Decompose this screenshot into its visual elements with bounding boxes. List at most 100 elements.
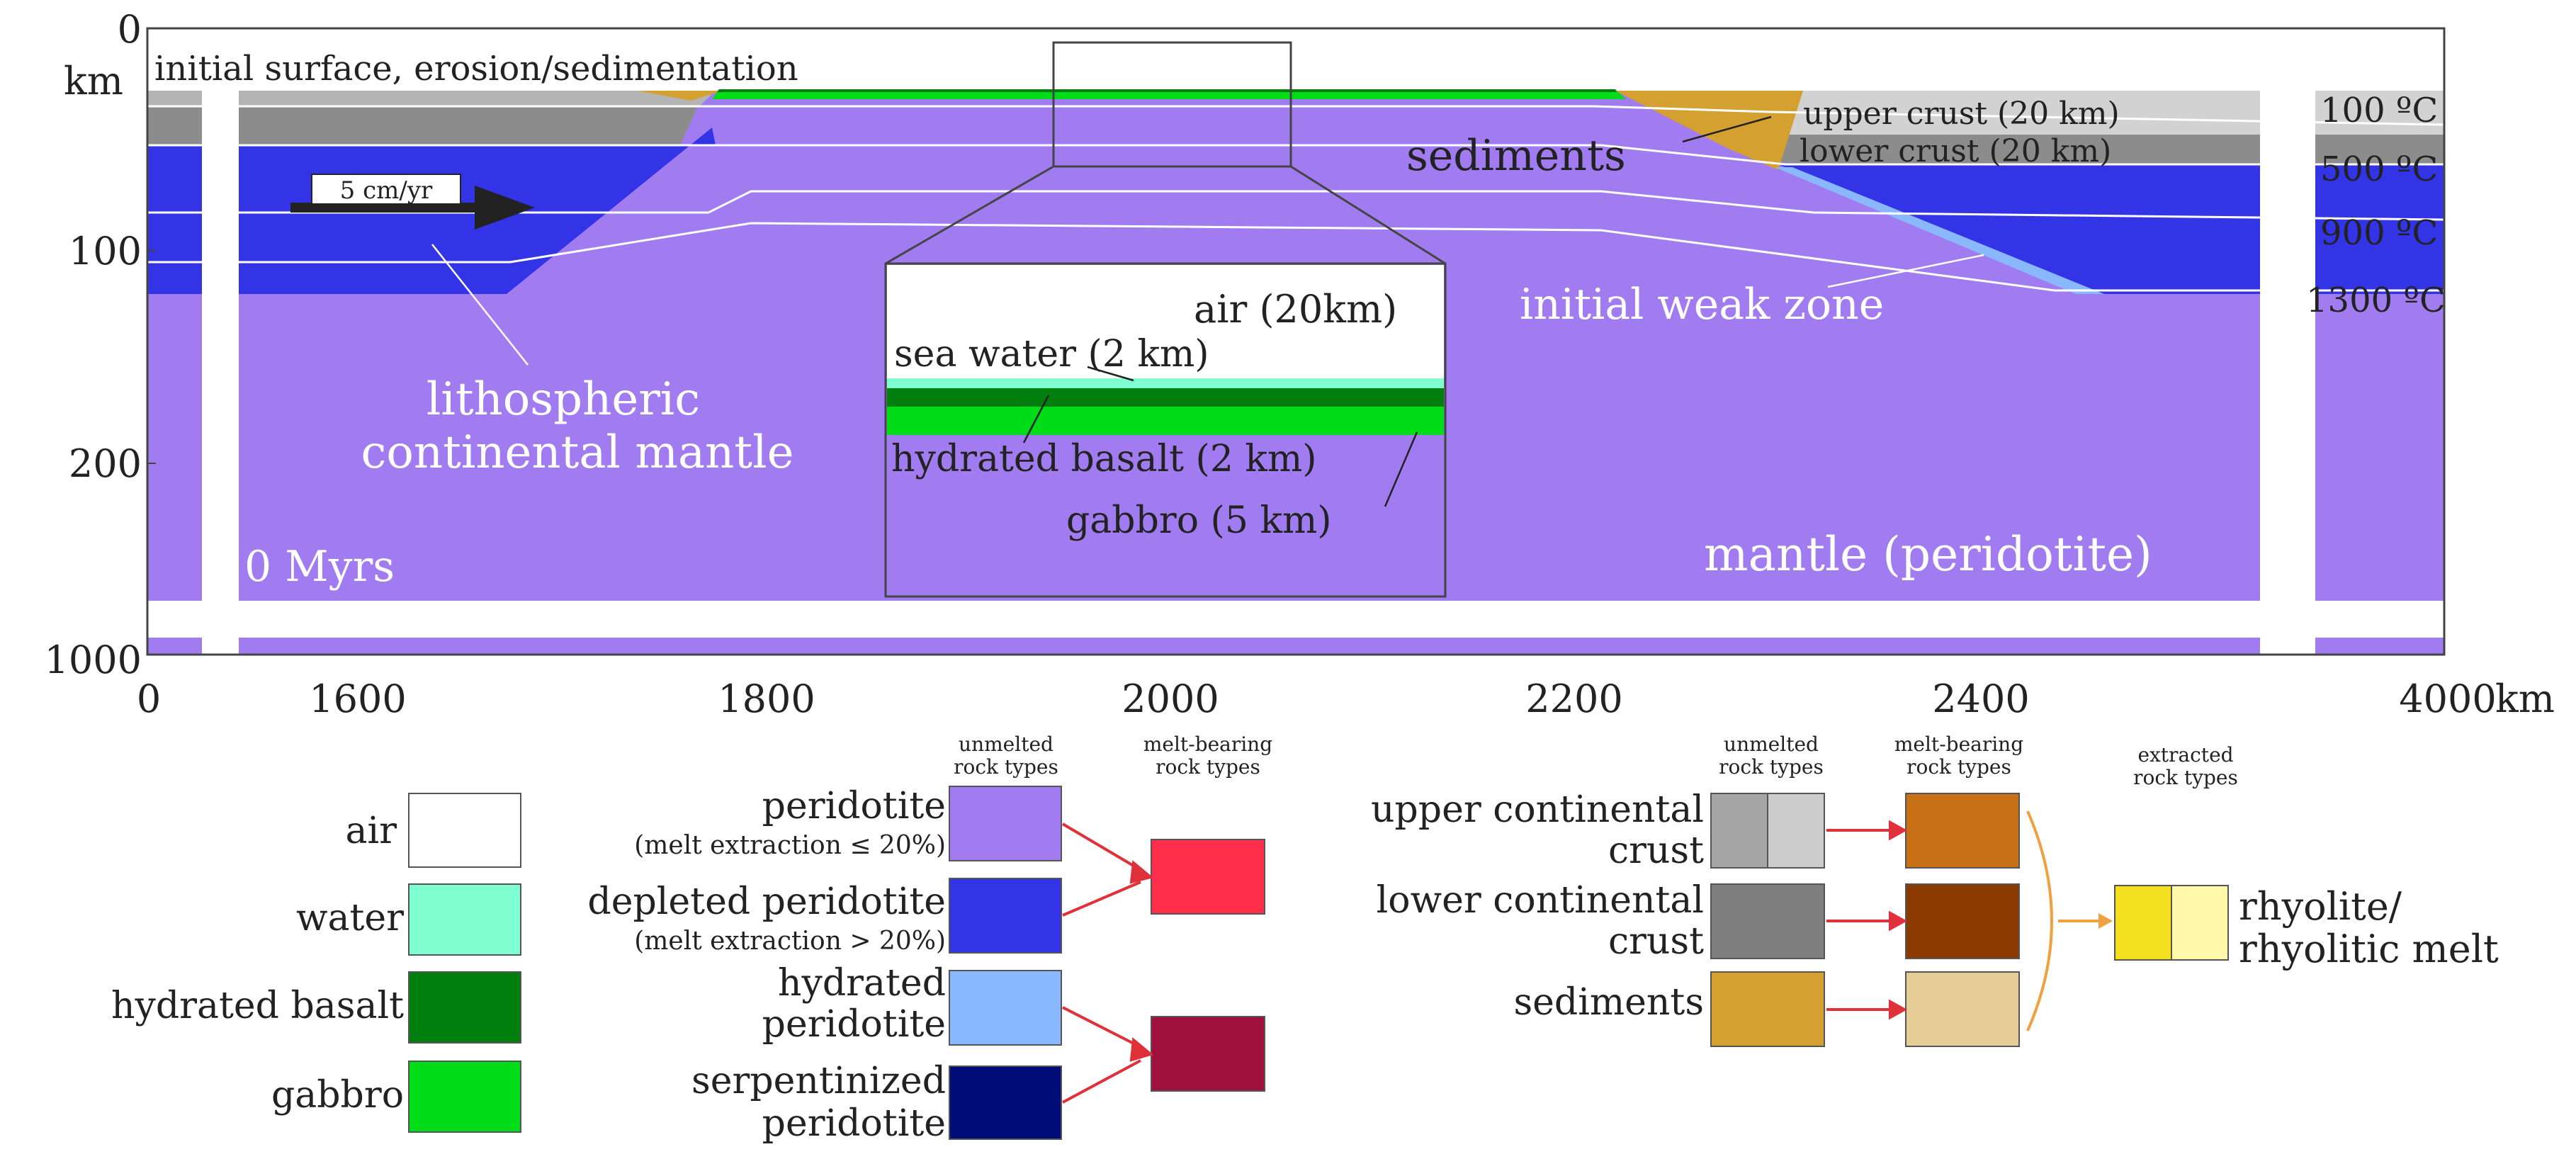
- legend-label-lower-crust-2: crust: [1608, 920, 1704, 963]
- extraction-arrow-head: [2098, 913, 2113, 929]
- zoom-connector-right: [1290, 165, 1446, 265]
- left-break-strip: [202, 78, 239, 655]
- initial-surface-label: initial surface, erosion/sedimentation: [154, 49, 798, 89]
- sediments-label: sediments: [1406, 131, 1626, 181]
- legend-swatch-serpentinized-peridotite: [949, 1065, 1062, 1140]
- legend-swatch-rhyolite-a: [2114, 885, 2172, 961]
- inset-gabbro: [887, 407, 1444, 435]
- legend-swatch-lower-crust-melt: [1905, 883, 2020, 959]
- legend-label-gabbro: gabbro: [271, 1074, 404, 1116]
- arrow-head: [1889, 910, 1908, 932]
- y-tick-label: 0: [118, 7, 142, 52]
- header-melt-bearing: melt-bearing: [1143, 733, 1272, 756]
- legend-label-serpentinized-peridotite-2: peridotite: [762, 1102, 946, 1145]
- x-tick-label: 2000: [1122, 677, 1219, 721]
- legend-swatch-hydrated-basalt: [408, 971, 521, 1044]
- x-tick-label: 2200: [1525, 677, 1622, 721]
- legend-swatch-water: [408, 883, 521, 956]
- y-axis: 0 km 100 200 1000: [45, 7, 156, 682]
- leader-lines-dark: [1022, 115, 1772, 507]
- legend-swatch-upper-crust-a: [1710, 793, 1768, 869]
- model-domain: 5 cm/yr initial surface, erosion/sedimen…: [146, 27, 2446, 656]
- legend-simple: air water hydrated basalt gabbro: [111, 793, 521, 1133]
- left-upper-crust: [147, 91, 716, 108]
- arrow-line: [1062, 881, 1141, 917]
- legend-swatch-upper-crust-b: [1767, 793, 1825, 869]
- legend-label-rhyolite-2: rhyolitic melt: [2239, 927, 2499, 971]
- isotherm-label-900: 900 ºC: [2320, 213, 2438, 253]
- legend-label-hydrated-basalt: hydrated basalt: [111, 985, 404, 1027]
- legend-swatch-depleted-peridotite: [949, 878, 1062, 954]
- x-tick-label: 1800: [718, 677, 815, 721]
- arrow-head: [1889, 820, 1908, 841]
- initial-weak-zone-strip: [1775, 167, 2104, 294]
- inset-air: [887, 265, 1444, 387]
- weak-zone-leader: [1827, 254, 1984, 288]
- sediments-leader: [1682, 115, 1772, 143]
- x-axis-unit: km: [2495, 677, 2555, 721]
- legend-swatch-hydrated-melt: [1151, 1016, 1265, 1092]
- arrow-line: [1061, 822, 1142, 871]
- legend-crust: unmelted rock types melt-bearing rock ty…: [1371, 733, 2499, 1047]
- leader-lines-white: [431, 244, 1984, 366]
- arrow-line: [1062, 1059, 1141, 1104]
- x-tick-label: 2400: [1932, 677, 2029, 721]
- crust-arrows: [1826, 820, 1908, 1020]
- legend-swatch-upper-crust-melt: [1905, 793, 2020, 869]
- basalt-leader: [1022, 395, 1050, 443]
- inset-sea-water: [887, 378, 1444, 388]
- zoom-rectangle: [1052, 41, 1292, 168]
- sea-water-leader: [1087, 366, 1134, 382]
- legend-swatch-air: [408, 793, 521, 868]
- inset-hydrated-basalt-label: hydrated basalt (2 km): [891, 438, 1317, 480]
- left-lower-crust: [147, 106, 698, 145]
- velocity-arrow: 5 cm/yr: [290, 174, 535, 230]
- legend-label-sediments: sediments: [1513, 981, 1704, 1024]
- legend-swatch-peridotite-melt: [1151, 839, 1265, 915]
- legend-label-serpentinized-peridotite: serpentinized: [691, 1060, 946, 1102]
- y-tick-label: 200: [69, 441, 142, 486]
- isotherm-label-500: 500 ºC: [2320, 149, 2438, 189]
- isotherm-100: [147, 105, 2445, 126]
- legend-label-peridotite: peridotite: [762, 785, 946, 827]
- header-melt-bearing: rock types: [1156, 755, 1260, 779]
- legend-swatch-sediments: [1710, 971, 1825, 1047]
- legend-label-upper-crust-2: crust: [1608, 830, 1704, 872]
- header-unmelted: unmelted: [959, 733, 1053, 756]
- lower-crust-label: lower crust (20 km): [1800, 133, 2111, 169]
- legend-sublabel-depleted-peridotite: (melt extraction > 20%): [634, 927, 946, 956]
- legend-swatch-lower-crust: [1710, 883, 1825, 959]
- isotherm-label-1300: 1300 ºC: [2306, 281, 2446, 320]
- inset-border: [884, 262, 1447, 598]
- y-axis-unit: km: [64, 59, 123, 103]
- velocity-label: 5 cm/yr: [340, 176, 433, 205]
- header-extracted: extracted: [2137, 743, 2233, 767]
- inset-gabbro-label: gabbro (5 km): [1066, 499, 1332, 542]
- header-extracted: rock types: [2133, 766, 2238, 789]
- gabbro-leader: [1384, 431, 1418, 507]
- oceanic-crust-hydrated: [717, 89, 1617, 92]
- isotherm-900: [147, 190, 2445, 221]
- isotherm-500: [147, 144, 2444, 166]
- inset-air-label: air (20km): [1194, 287, 1397, 332]
- mantle-label: mantle (peridotite): [1704, 527, 2152, 582]
- right-break-strip: [2260, 78, 2315, 655]
- legend-swatch-peridotite: [949, 786, 1062, 861]
- y-tick-label: 1000: [45, 638, 142, 682]
- legend-swatch-rhyolite-b: [2171, 885, 2229, 961]
- legend-label-hydrated-peridotite-2: peridotite: [762, 1003, 946, 1046]
- zoom-connector-left: [885, 165, 1054, 265]
- legend-label-air: air: [346, 810, 397, 852]
- legend-label-hydrated-peridotite: hydrated: [778, 962, 946, 1005]
- extraction-bracket: [2026, 810, 2053, 1031]
- legend: air water hydrated basalt gabbro unmelte…: [111, 733, 2499, 1145]
- isotherm-label-100: 100 ºC: [2320, 91, 2438, 130]
- time-label: 0 Myrs: [244, 542, 395, 592]
- legend-label-depleted-peridotite: depleted peridotite: [587, 881, 946, 923]
- mantle-arrows: [1061, 822, 1154, 1104]
- x-tick-label: 4000: [2399, 677, 2496, 721]
- litho-label-line1: lithospheric: [426, 373, 700, 426]
- upper-crust-label: upper crust (20 km): [1803, 96, 2120, 132]
- x-tick-label: 0: [137, 677, 161, 721]
